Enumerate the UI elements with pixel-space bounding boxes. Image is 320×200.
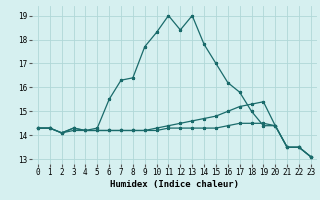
X-axis label: Humidex (Indice chaleur): Humidex (Indice chaleur) (110, 180, 239, 189)
